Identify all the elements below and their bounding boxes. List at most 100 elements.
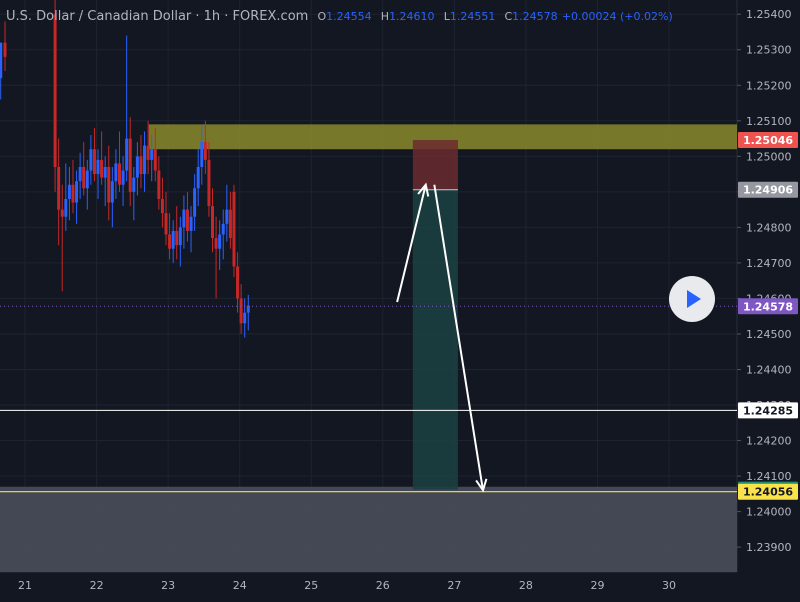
open-value: 1.24554 xyxy=(326,10,372,23)
candle-body xyxy=(60,209,64,217)
candle-body xyxy=(185,209,189,231)
y-tick-label: 1.24500 xyxy=(746,328,792,341)
candle-body xyxy=(214,238,218,249)
y-tick-label: 1.24800 xyxy=(746,221,792,234)
candle-body xyxy=(121,170,125,185)
candle-body xyxy=(221,223,225,235)
support-price-tag xyxy=(738,483,798,500)
current-price-tag xyxy=(738,298,798,315)
y-tick-label: 1.25000 xyxy=(746,150,792,163)
candle-body xyxy=(82,166,86,189)
candle-body xyxy=(117,163,121,185)
levels xyxy=(0,305,737,493)
level-price-tag-label: 1.24285 xyxy=(743,404,793,417)
open-label: O xyxy=(317,10,327,23)
short-target-zone[interactable] xyxy=(412,189,458,490)
x-tick-label: 30 xyxy=(662,579,676,592)
candle-body xyxy=(193,188,197,217)
candle-body xyxy=(0,42,3,79)
candle-body xyxy=(64,198,68,217)
resistance-price-tag-label: 1.25046 xyxy=(743,134,793,147)
time-scale-background xyxy=(0,572,800,598)
candle-body xyxy=(232,191,236,267)
current-price-tag-label: 1.24578 xyxy=(743,300,793,313)
close-label: C xyxy=(504,10,513,23)
short-stop-zone[interactable] xyxy=(412,139,458,190)
zones xyxy=(0,124,738,572)
candle-body xyxy=(132,177,136,192)
candle-body xyxy=(75,181,79,203)
candle-body xyxy=(211,206,215,239)
candle-body xyxy=(160,198,164,214)
y-tick-label: 1.25200 xyxy=(746,79,792,92)
candle-body xyxy=(57,166,61,210)
candle-body xyxy=(168,234,172,249)
candle-body xyxy=(207,159,211,207)
play-button[interactable] xyxy=(668,275,716,323)
candle-body xyxy=(171,230,175,249)
symbol-title[interactable]: U.S. Dollar / Canadian Dollar · 1h · FOR… xyxy=(6,9,309,24)
candle-body xyxy=(225,209,229,224)
candle-body xyxy=(3,42,7,57)
close-value: 1.24578 xyxy=(512,10,558,23)
y-tick-label: 1.23900 xyxy=(746,541,792,554)
candle-body xyxy=(125,138,129,171)
y-tick-label: 1.24200 xyxy=(746,435,792,448)
up-arrow-shaft[interactable] xyxy=(396,184,427,303)
support-price-tag-label: 1.24056 xyxy=(743,486,793,499)
candle-body xyxy=(228,209,232,239)
play-icon xyxy=(687,290,701,308)
y-tick-label: 1.24700 xyxy=(746,257,792,270)
y-tick-label: 1.24400 xyxy=(746,363,792,376)
high-value: 1.24610 xyxy=(389,10,435,23)
x-tick-label: 25 xyxy=(304,579,318,592)
down-arrow-head xyxy=(475,478,488,493)
candle-body xyxy=(182,209,186,228)
candle-body xyxy=(236,266,240,299)
support-zone[interactable] xyxy=(0,486,737,572)
arrows xyxy=(396,182,488,493)
candle-body xyxy=(103,166,107,178)
candle-body xyxy=(107,166,111,203)
x-tick-label: 27 xyxy=(447,579,461,592)
grid xyxy=(0,0,737,572)
x-axis-ticks: 21 22 23 24 25 26 27 28 29 30 xyxy=(18,579,676,592)
entry-price-tag xyxy=(738,181,798,198)
candle-body xyxy=(114,163,118,182)
x-tick-label: 26 xyxy=(376,579,390,592)
candle-body xyxy=(71,184,75,203)
candle-body xyxy=(246,305,250,313)
candle-body xyxy=(239,298,243,324)
candle-body xyxy=(67,184,71,199)
candle-body xyxy=(196,166,200,189)
down-arrow-shaft[interactable] xyxy=(433,184,484,491)
x-tick-label: 28 xyxy=(519,579,533,592)
candle-body xyxy=(100,159,104,178)
x-tick-label: 21 xyxy=(18,579,32,592)
change-value: +0.00024 (+0.02%) xyxy=(561,10,673,23)
x-tick-label: 22 xyxy=(90,579,104,592)
candle-body xyxy=(139,156,143,175)
x-tick-label: 29 xyxy=(590,579,604,592)
x-tick-label: 23 xyxy=(161,579,175,592)
candle-body xyxy=(146,145,150,160)
x-tick-label: 24 xyxy=(233,579,247,592)
entry-price-tag-label: 1.24906 xyxy=(743,184,793,197)
candle-body xyxy=(175,230,179,246)
candle-body xyxy=(92,149,96,175)
y-tick-label: 1.25400 xyxy=(746,8,792,21)
candle-body xyxy=(143,145,147,175)
high-label: H xyxy=(380,10,390,23)
candle-body xyxy=(85,170,89,189)
low-label: L xyxy=(443,10,450,23)
candle-body xyxy=(178,227,182,246)
level-price-tag xyxy=(738,402,798,419)
candle-body xyxy=(96,159,100,175)
candle-body xyxy=(128,138,132,192)
candle-body xyxy=(53,14,57,167)
candle-body xyxy=(243,312,247,324)
candle-body xyxy=(189,216,193,231)
y-tick-label: 1.24000 xyxy=(746,506,792,519)
